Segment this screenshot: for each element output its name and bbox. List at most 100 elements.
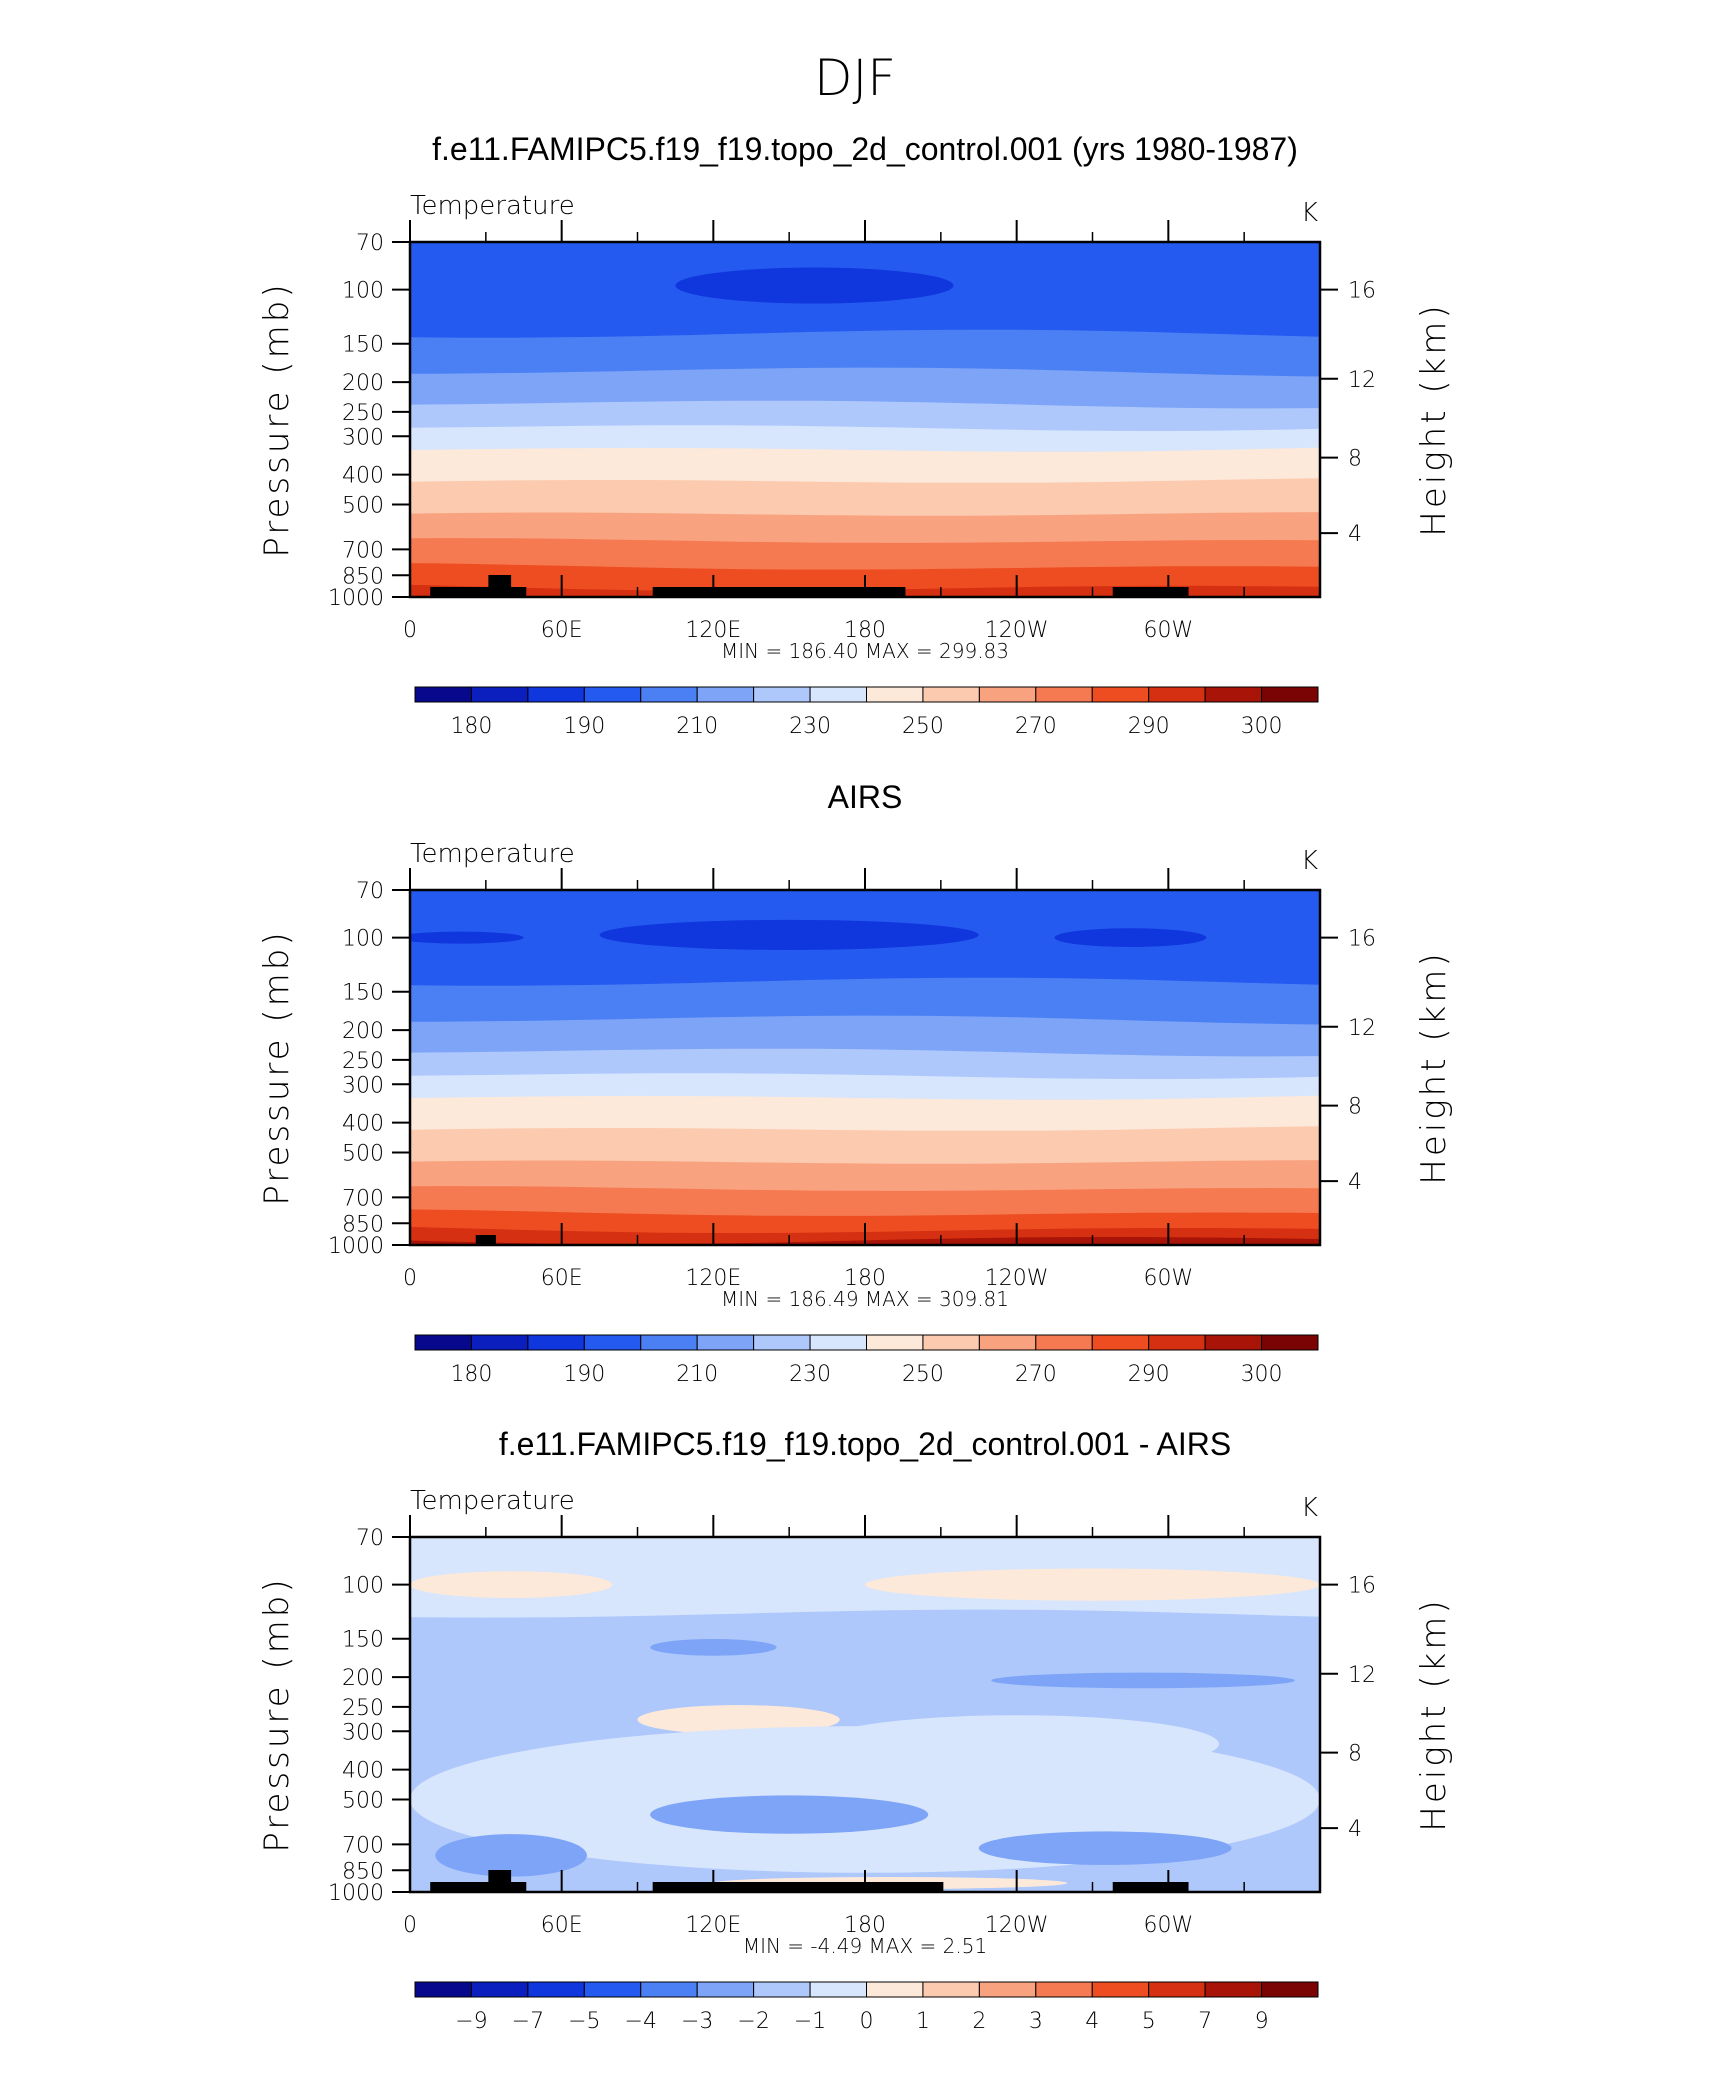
topography [652, 1882, 944, 1892]
y-tick-label: 100 [342, 927, 384, 952]
colorbar-label: −2 [737, 2009, 769, 2034]
y-tick-label: 100 [342, 279, 384, 304]
colorbar-swatch [1035, 686, 1093, 703]
y-tick-label: 250 [342, 1049, 384, 1074]
x-tick-label: 60E [541, 1913, 583, 1938]
y2-tick-label: 8 [1348, 1742, 1362, 1767]
colorbar-swatch [470, 1334, 529, 1351]
y-tick-label: 150 [342, 333, 384, 358]
colorbar-swatch [1148, 686, 1206, 703]
colorbar-label: 270 [1015, 1362, 1057, 1387]
variable-label: Temperature [410, 191, 575, 221]
topography [430, 587, 527, 597]
colorbar-label: 2 [972, 2009, 986, 2034]
contour-field [410, 1537, 1320, 1892]
colorbar-swatch [583, 1981, 642, 1998]
y2-axis-label: Height (km) [1414, 950, 1454, 1184]
y-tick-label: 300 [342, 425, 384, 450]
y-tick-label: 250 [342, 1696, 384, 1721]
contour-field [410, 890, 1320, 1245]
colorbar-swatch [753, 1981, 811, 1998]
colorbar-label: 7 [1198, 2009, 1212, 2034]
min-max-text: MIN = 186.40 MAX = 299.83 [721, 639, 1009, 663]
panel-title: f.e11.FAMIPC5.f19_f19.topo_2d_control.00… [432, 131, 1298, 167]
colorbar-swatch [753, 686, 811, 703]
y-tick-label: 700 [342, 1186, 384, 1211]
y-tick-label: 200 [342, 1019, 384, 1044]
colorbar-label: 190 [563, 714, 605, 739]
contour-region [435, 1834, 587, 1877]
colorbar-swatch [470, 1981, 529, 1998]
y2-tick-label: 16 [1348, 1574, 1376, 1599]
y-tick-label: 70 [356, 1526, 384, 1551]
y2-tick-label: 4 [1348, 522, 1362, 547]
colorbar-swatch [527, 1981, 585, 1998]
x-tick-label: 60E [541, 618, 583, 643]
colorbar-swatch [696, 686, 755, 703]
contour-region [865, 1568, 1320, 1601]
y-tick-label: 1000 [328, 1881, 384, 1906]
y-axis-label: Pressure (mb) [257, 929, 297, 1205]
colorbar-label: 4 [1085, 2009, 1099, 2034]
contour-region [675, 267, 954, 304]
y-tick-label: 70 [356, 879, 384, 904]
figure-title: DJF [814, 49, 896, 107]
colorbar-label: 270 [1015, 714, 1057, 739]
panel-model: f.e11.FAMIPC5.f19_f19.topo_2d_control.00… [257, 131, 1454, 739]
colorbar-swatch [696, 1981, 755, 1998]
y-tick-label: 70 [356, 231, 384, 256]
colorbar-label: 1 [916, 2009, 930, 2034]
colorbar-label: −1 [794, 2009, 826, 2034]
colorbar-swatch [1035, 1981, 1093, 1998]
topography [430, 1882, 527, 1892]
units-label: K [1301, 198, 1318, 228]
y2-tick-label: 8 [1348, 1095, 1362, 1120]
colorbar-swatch [866, 686, 924, 703]
colorbar-swatch [809, 1334, 867, 1351]
colorbar-swatch [1204, 686, 1263, 703]
contour-region [991, 1672, 1295, 1689]
colorbar-label: 0 [860, 2009, 874, 2034]
colorbar-swatch [1091, 1334, 1150, 1351]
x-tick-label: 120E [685, 618, 741, 643]
variable-label: Temperature [410, 839, 575, 869]
topography-peak [488, 1870, 512, 1892]
x-tick-label: 120W [985, 1266, 1049, 1291]
colorbar-label: 250 [902, 714, 944, 739]
colorbar-label: 230 [789, 1362, 831, 1387]
units-label: K [1301, 846, 1318, 876]
colorbar-label: 300 [1241, 714, 1283, 739]
contour-region [978, 1831, 1232, 1865]
y2-tick-label: 12 [1348, 368, 1376, 393]
colorbar-swatch [414, 1334, 472, 1351]
x-tick-label: 60W [1143, 618, 1193, 643]
x-tick-label: 0 [403, 1913, 417, 1938]
colorbar-swatch [640, 1981, 698, 1998]
colorbar-swatch [1261, 686, 1319, 703]
x-tick-label: 0 [403, 618, 417, 643]
colorbar-swatch [978, 1334, 1037, 1351]
colorbar-label: 290 [1128, 714, 1170, 739]
colorbar-swatch [640, 686, 698, 703]
y2-tick-label: 4 [1348, 1170, 1362, 1195]
colorbar-swatch [922, 686, 980, 703]
y-tick-label: 850 [342, 1859, 384, 1884]
colorbar-swatch [640, 1334, 698, 1351]
y-tick-label: 250 [342, 401, 384, 426]
panel-airs: AIRS Temperature K 0 60E 120E 180 120W 60W 70 100 1… [257, 779, 1454, 1387]
colorbar-swatch [809, 1981, 867, 1998]
colorbar-swatch [470, 686, 529, 703]
colorbar-swatch [1148, 1334, 1206, 1351]
colorbar-label: 3 [1029, 2009, 1043, 2034]
colorbar-label: 190 [563, 1362, 605, 1387]
y-tick-label: 700 [342, 1833, 384, 1858]
units-label: K [1301, 1493, 1318, 1523]
colorbar-label: 250 [902, 1362, 944, 1387]
y-tick-label: 850 [342, 1212, 384, 1237]
y2-tick-label: 12 [1348, 1663, 1376, 1688]
y-tick-label: 100 [342, 1574, 384, 1599]
colorbar-label: 300 [1241, 1362, 1283, 1387]
x-tick-label: 120E [685, 1266, 741, 1291]
y-tick-label: 300 [342, 1073, 384, 1098]
